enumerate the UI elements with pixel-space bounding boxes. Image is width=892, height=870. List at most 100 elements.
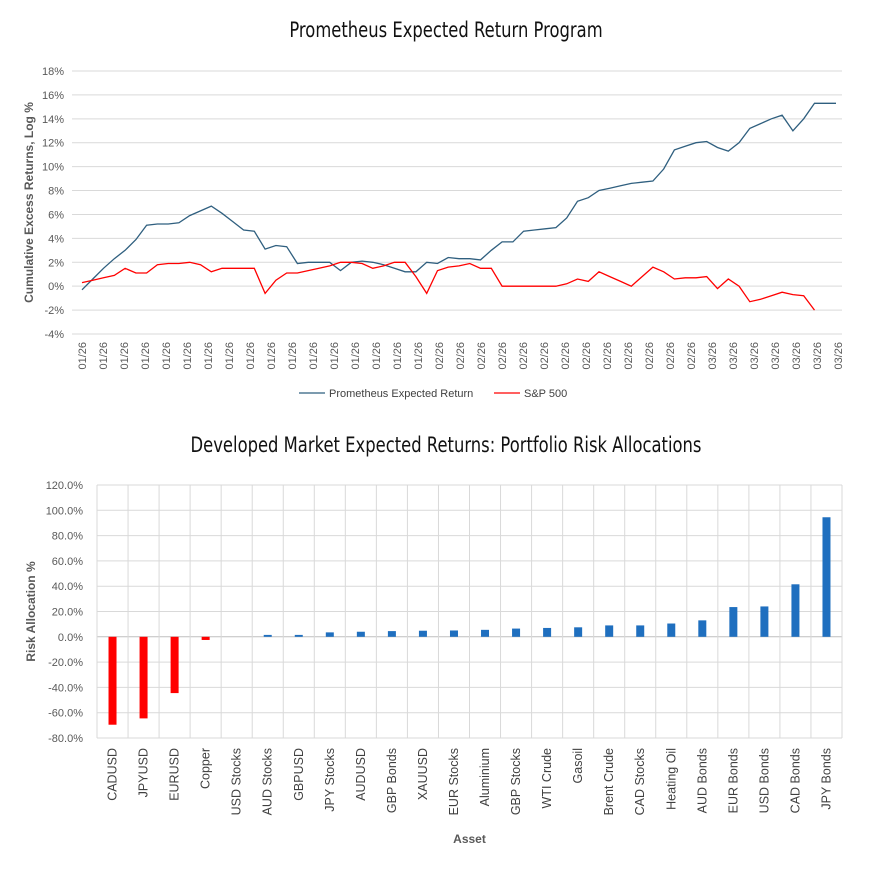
bar-chart-title: Developed Market Expected Returns: Portf… [190, 433, 702, 457]
category-label: GBP Stocks [509, 748, 523, 815]
category-label: Copper [199, 748, 213, 789]
series-line-prometheus [81, 102, 836, 291]
category-label: Aluminium [478, 748, 492, 806]
category-label: Brent Crude [602, 748, 616, 815]
bar [325, 632, 334, 637]
bar [667, 623, 676, 637]
y-tick-label: 40.0% [52, 581, 83, 593]
x-tick-label: 02/26 [518, 342, 530, 370]
bar [698, 620, 707, 637]
x-tick-label: 01/26 [245, 342, 257, 370]
y-tick-label: 0% [48, 281, 64, 293]
y-axis-title: Cumulative Excess Returns, Log % [22, 102, 36, 303]
y-tick-label: 80.0% [52, 531, 83, 543]
x-tick-label: 03/26 [749, 342, 761, 370]
bar [449, 630, 458, 637]
line-chart-title: Prometheus Expected Return Program [289, 18, 603, 42]
x-tick-label: 03/26 [833, 342, 845, 370]
series-line-sp500 [81, 261, 816, 311]
x-tick-label: 02/26 [686, 342, 698, 370]
x-tick-label: 01/26 [119, 342, 131, 370]
legend-label-prometheus: Prometheus Expected Return [329, 388, 473, 400]
category-label: WTI Crude [540, 748, 554, 808]
category-label: XAUUSD [416, 748, 430, 800]
bar-chart: -80.0% -60.0% -40.0% -20.0% 0.0% 20.0% 40.0% 60… [24, 480, 843, 846]
category-label: CAD Bonds [788, 748, 802, 813]
x-tick-label: 01/26 [161, 342, 173, 370]
x-tick-label: 03/26 [707, 342, 719, 370]
x-tick-label: 03/26 [812, 342, 824, 370]
x-tick-label: 01/26 [224, 342, 236, 370]
category-label: Heating Oil [664, 748, 678, 810]
y-tick-label: 18% [42, 66, 64, 78]
y-tick-label: -2% [44, 305, 64, 317]
y-tick-label: 6% [48, 209, 64, 221]
x-tick-label: 01/26 [371, 342, 383, 370]
y-tick-label: 0.0% [58, 632, 83, 644]
category-label: CADUSD [106, 748, 120, 801]
category-label: JPYUSD [137, 748, 151, 797]
y-tick-label: 14% [42, 114, 64, 126]
y-axis-title: Risk Allocation % [24, 561, 38, 662]
category-label: AUDUSD [354, 748, 368, 801]
category-label: EUR Bonds [726, 748, 740, 813]
x-tick-label: 01/26 [77, 342, 89, 370]
x-tick-label: 02/26 [455, 342, 467, 370]
category-label: CAD Stocks [633, 748, 647, 815]
x-tick-label: 03/26 [791, 342, 803, 370]
category-label: Gasoil [571, 748, 585, 783]
bar [356, 631, 365, 637]
y-tick-label: -20.0% [48, 657, 83, 669]
legend-label-sp500: S&P 500 [524, 388, 567, 400]
category-label: EURUSD [168, 748, 182, 801]
x-tick-label: 01/26 [350, 342, 362, 370]
x-tick-label: 02/26 [560, 342, 572, 370]
x-tick-label: 01/26 [203, 342, 215, 370]
y-tick-label: 60.0% [52, 556, 83, 568]
x-tick-label: 02/26 [581, 342, 593, 370]
bar [418, 630, 427, 637]
x-tick-label: 02/26 [497, 342, 509, 370]
line-chart: -4% -2% 0% 2% 4% 6% 8% 10% 12% 14% 16% 18% 01/26 01/2… [22, 66, 845, 400]
y-tick-label: 4% [48, 233, 64, 245]
category-label: GBPUSD [292, 748, 306, 801]
y-tick-label: 8% [48, 186, 64, 198]
category-label: AUD Bonds [695, 748, 709, 813]
x-tick-label: 01/26 [287, 342, 299, 370]
x-tick-label: 01/26 [182, 342, 194, 370]
bar [760, 606, 769, 637]
y-tick-label: -40.0% [48, 682, 83, 694]
x-axis-title: Asset [453, 832, 486, 846]
category-label: USD Bonds [757, 748, 771, 813]
y-tick-label: 120.0% [46, 480, 84, 492]
x-tick-label: 02/26 [665, 342, 677, 370]
bar [543, 627, 552, 637]
category-label: AUD Stocks [261, 748, 275, 815]
bar [139, 636, 148, 719]
bar [481, 629, 490, 637]
bar [263, 634, 272, 637]
x-tick-label: 03/26 [728, 342, 740, 370]
bar [822, 517, 831, 637]
x-tick-label: 02/26 [602, 342, 614, 370]
x-tick-label: 01/26 [98, 342, 110, 370]
x-tick-label: 02/26 [623, 342, 635, 370]
x-tick-label: 01/26 [329, 342, 341, 370]
bar [108, 636, 117, 725]
bar [605, 625, 614, 637]
x-tick-label: 02/26 [434, 342, 446, 370]
x-tick-label: 01/26 [140, 342, 152, 370]
x-tick-label: 02/26 [539, 342, 551, 370]
bar [294, 634, 303, 637]
bar [387, 631, 396, 637]
bar [729, 607, 738, 637]
bar [512, 628, 521, 637]
x-tick-label: 01/26 [308, 342, 320, 370]
y-tick-label: 20.0% [52, 607, 83, 619]
category-label: EUR Stocks [447, 748, 461, 815]
category-label: JPY Stocks [323, 748, 337, 812]
y-tick-label: 10% [42, 162, 64, 174]
y-tick-label: 12% [42, 138, 64, 150]
bar [170, 636, 179, 694]
x-tick-label: 01/26 [392, 342, 404, 370]
